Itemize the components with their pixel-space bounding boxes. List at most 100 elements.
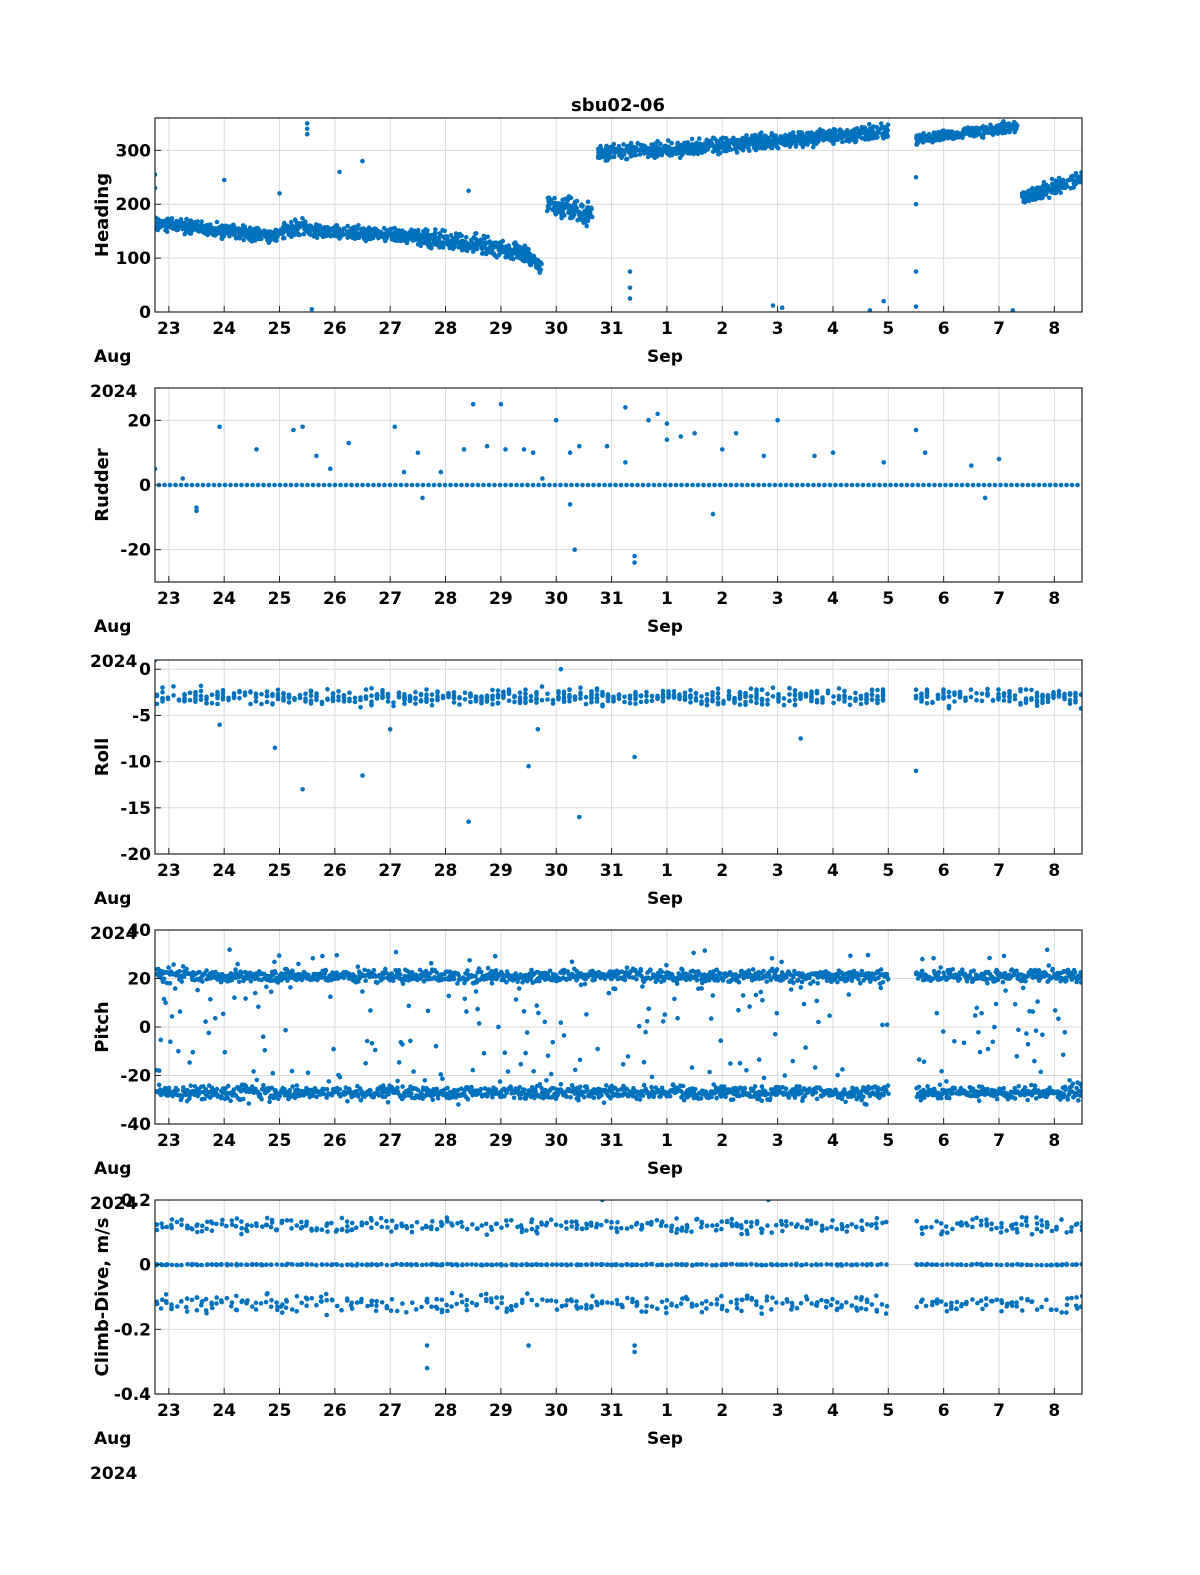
- data-point: [867, 121, 872, 127]
- data-point: [716, 151, 721, 157]
- data-point: [186, 224, 191, 230]
- x-tick-label: 1: [661, 319, 673, 339]
- data-point: [875, 697, 880, 702]
- data-point: [677, 694, 682, 700]
- data-point: [480, 245, 486, 251]
- data-point: [165, 696, 171, 702]
- data-point: [215, 693, 220, 698]
- data-point: [540, 476, 545, 481]
- data-point: [220, 696, 226, 702]
- data-point: [880, 692, 886, 698]
- data-point: [198, 693, 204, 699]
- data-point: [776, 692, 781, 697]
- data-point: [844, 138, 849, 144]
- data-point: [873, 135, 879, 141]
- data-point: [560, 207, 566, 212]
- data-point: [913, 687, 919, 692]
- data-point: [787, 685, 792, 691]
- data-point: [178, 482, 184, 488]
- data-point: [693, 695, 699, 701]
- data-point: [264, 693, 270, 699]
- data-point: [781, 702, 787, 708]
- x-tick-label: 8: [1048, 861, 1060, 881]
- data-point: [468, 694, 473, 699]
- data-point: [739, 139, 744, 145]
- data-point: [975, 128, 981, 133]
- data-point: [783, 142, 788, 148]
- data-point: [177, 969, 182, 974]
- data-point: [497, 1079, 503, 1084]
- data-point: [288, 985, 293, 990]
- data-point: [484, 443, 490, 449]
- data-point: [602, 482, 607, 488]
- data-point: [341, 695, 347, 701]
- data-point: [520, 251, 526, 256]
- data-point: [637, 148, 643, 153]
- data-point: [473, 973, 478, 979]
- data-point: [203, 1087, 209, 1092]
- data-point: [560, 197, 565, 203]
- data-point: [754, 691, 759, 697]
- data-point: [303, 691, 308, 697]
- data-point: [825, 690, 831, 696]
- data-point: [393, 238, 399, 243]
- data-point: [553, 418, 559, 423]
- data-point: [918, 136, 924, 141]
- data-point: [505, 254, 511, 259]
- data-point: [223, 228, 229, 233]
- data-point: [256, 226, 261, 232]
- data-point: [560, 210, 566, 216]
- data-point: [314, 453, 319, 459]
- data-point: [528, 693, 534, 699]
- data-point: [655, 696, 660, 702]
- data-point: [578, 696, 583, 701]
- data-point: [734, 482, 739, 488]
- data-point: [534, 697, 539, 702]
- data-point: [1040, 692, 1045, 698]
- data-point: [721, 701, 726, 706]
- data-point: [495, 695, 501, 700]
- data-point: [578, 692, 583, 698]
- data-point: [212, 233, 218, 238]
- data-point: [498, 401, 504, 407]
- data-point: [930, 699, 935, 705]
- data-point: [574, 482, 580, 488]
- data-point: [338, 482, 343, 488]
- data-point: [183, 220, 188, 226]
- data-point: [981, 482, 987, 488]
- data-point: [965, 127, 971, 133]
- data-point: [496, 252, 502, 257]
- data-point: [633, 689, 638, 695]
- x-tick-label: 8: [1048, 319, 1060, 339]
- data-point: [792, 691, 798, 697]
- data-point: [539, 697, 545, 703]
- data-point: [294, 1083, 300, 1088]
- x-month-label: Sep: [647, 617, 683, 637]
- data-point: [253, 694, 259, 700]
- data-point: [813, 140, 818, 145]
- data-point: [594, 692, 600, 698]
- data-point: [337, 1074, 343, 1080]
- data-point: [1018, 700, 1023, 706]
- data-point: [235, 961, 240, 967]
- data-point: [748, 686, 754, 691]
- data-point: [376, 235, 381, 241]
- data-point: [800, 482, 805, 488]
- data-point: [581, 219, 587, 224]
- data-series: [155, 119, 1082, 312]
- data-point: [732, 699, 737, 705]
- data-point: [371, 482, 376, 488]
- data-point: [261, 1083, 266, 1088]
- data-point: [325, 978, 331, 983]
- data-point: [644, 699, 649, 705]
- data-point: [275, 694, 281, 699]
- data-point: [249, 1084, 255, 1089]
- data-point: [988, 123, 993, 128]
- data-point: [369, 686, 374, 691]
- data-point: [938, 135, 944, 141]
- data-point: [692, 431, 697, 436]
- data-point: [1056, 688, 1062, 694]
- data-point: [819, 133, 825, 138]
- data-point: [1073, 697, 1078, 703]
